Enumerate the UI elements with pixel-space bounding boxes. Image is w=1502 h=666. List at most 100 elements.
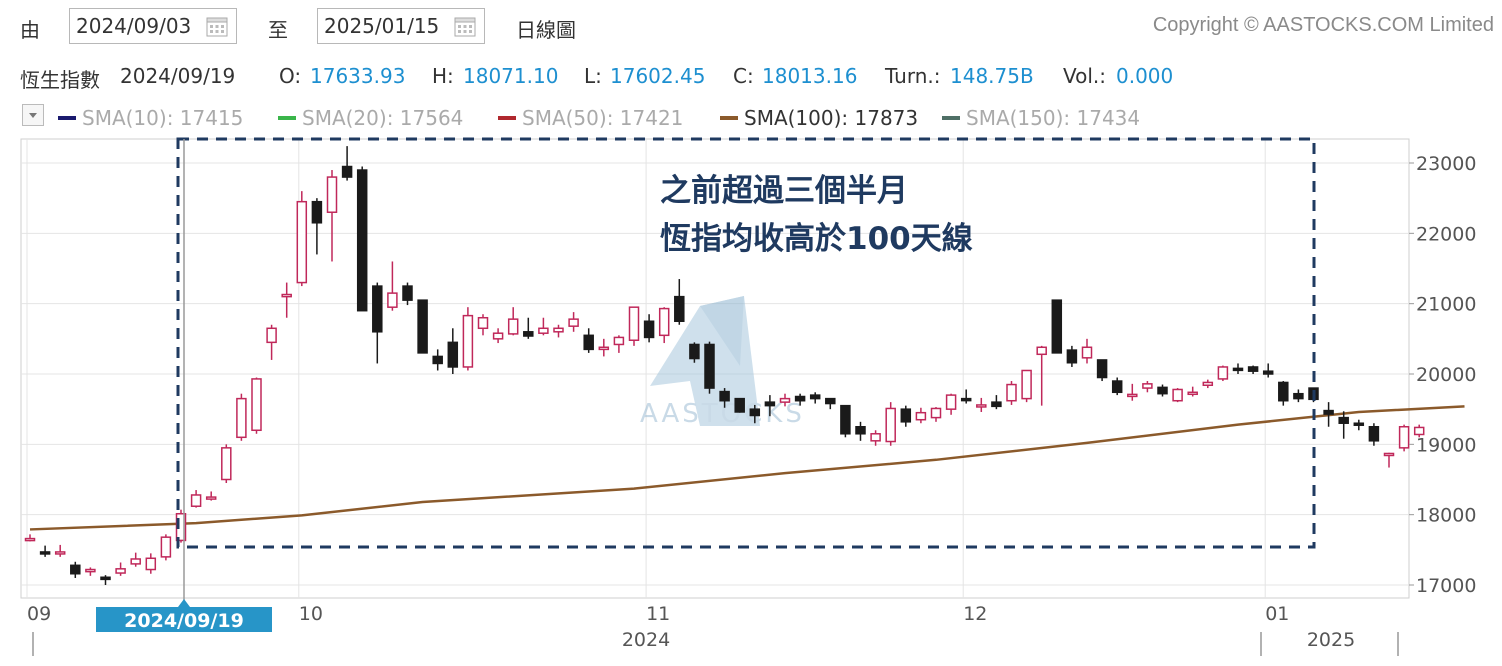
candle-body-up xyxy=(915,411,927,421)
candle-body-up xyxy=(1217,366,1229,380)
candle xyxy=(628,306,640,346)
calendar-icon[interactable] xyxy=(206,15,228,37)
candle-body-up xyxy=(870,433,881,442)
candle-body-up xyxy=(779,397,791,403)
candle-body-up xyxy=(930,407,942,419)
candle-body-up xyxy=(266,327,277,344)
volume-label: Vol.: xyxy=(1063,64,1107,88)
legend-label: SMA(50): 17421 xyxy=(522,106,684,130)
candle xyxy=(885,402,896,446)
candle xyxy=(24,534,36,542)
candle xyxy=(130,552,141,567)
legend-sma10[interactable]: SMA(10): 17415 xyxy=(58,106,243,130)
y-axis: 17000 18000 19000 20000 21000 22000 23000 xyxy=(1409,153,1476,597)
candle-body-down xyxy=(809,394,821,400)
candle xyxy=(1323,402,1334,427)
candle xyxy=(417,299,428,354)
candle-body-down xyxy=(674,295,685,322)
from-date-input[interactable]: 2024/09/03 xyxy=(69,8,237,44)
candle xyxy=(809,392,821,404)
candle-body-up xyxy=(251,378,262,432)
y-tick-label: 20000 xyxy=(1416,364,1476,386)
candle-body-up xyxy=(1036,346,1047,356)
candle-body-down xyxy=(734,397,745,413)
annotation-line2: 恆指均收高於100天線 xyxy=(660,221,973,257)
candle-body-down xyxy=(643,320,655,339)
candle-body-up xyxy=(1127,393,1138,398)
candle xyxy=(1172,388,1183,403)
x-month-label: 01 xyxy=(1265,603,1289,625)
legend-sma100[interactable]: SMA(100): 17873 xyxy=(720,106,918,130)
candle xyxy=(840,404,851,438)
candle-body-up xyxy=(1021,369,1032,400)
candle xyxy=(930,407,942,422)
candle xyxy=(54,544,66,557)
candle-body-up xyxy=(1006,383,1017,402)
legend-label: SMA(20): 17564 xyxy=(302,106,464,130)
candle-body-up xyxy=(1142,383,1153,389)
candle xyxy=(447,328,459,374)
candle xyxy=(236,393,247,441)
candle xyxy=(598,338,610,357)
x-year-label: 2024 xyxy=(622,629,670,651)
y-tick-label: 22000 xyxy=(1416,223,1476,245)
candle xyxy=(538,317,549,336)
indicator-legend: SMA(10): 17415 SMA(20): 17564 SMA(50): 1… xyxy=(0,100,1502,136)
y-tick-label: 21000 xyxy=(1416,294,1476,316)
x-year-label: 2025 xyxy=(1307,629,1355,651)
candle-body-down xyxy=(764,401,776,407)
candle xyxy=(1066,345,1078,367)
indicator-dropdown[interactable] xyxy=(22,104,44,126)
candle-body-down xyxy=(39,551,51,555)
candle xyxy=(85,567,96,576)
volume-value: 0.000 xyxy=(1116,64,1174,88)
candle-body-up xyxy=(205,496,217,500)
candle xyxy=(115,562,126,576)
annotation-line1: 之前超過三個半月 xyxy=(660,173,908,209)
candle-body-down xyxy=(689,343,700,360)
legend-sma20[interactable]: SMA(20): 17564 xyxy=(278,106,463,130)
x-month-label: 09 xyxy=(27,603,51,625)
candle xyxy=(870,430,881,446)
legend-label: SMA(10): 17415 xyxy=(82,106,244,130)
calendar-icon[interactable] xyxy=(454,15,476,37)
candle xyxy=(583,328,594,353)
candle-body-up xyxy=(885,407,896,443)
candle-body-up xyxy=(387,292,398,308)
candle-body-down xyxy=(402,285,413,301)
candle xyxy=(553,324,564,338)
price-chart[interactable]: AASTOCKS 之前超過三個半月 恆指均收高於100天線 17000 18000… xyxy=(0,136,1502,666)
candle xyxy=(658,307,670,344)
legend-sma50[interactable]: SMA(50): 17421 xyxy=(498,106,683,130)
candle xyxy=(492,328,504,344)
period-selector[interactable]: 日線圖 xyxy=(516,18,576,42)
candle xyxy=(568,312,579,332)
candle-body-up xyxy=(1202,381,1214,387)
candle xyxy=(719,388,730,408)
legend-sma150[interactable]: SMA(150): 17434 xyxy=(942,106,1140,130)
crosshair-date-badge: 2024/09/19 xyxy=(96,599,272,632)
sma100-series xyxy=(29,405,1465,531)
candle xyxy=(1081,338,1093,364)
candle xyxy=(1006,381,1017,405)
candle-body-up xyxy=(1413,426,1425,436)
candle-body-up xyxy=(568,318,579,327)
candle-body-up xyxy=(85,568,96,573)
from-date-value: 2024/09/03 xyxy=(76,14,192,38)
candle xyxy=(402,282,413,306)
candle xyxy=(613,335,625,353)
to-date-value: 2025/01/15 xyxy=(324,14,440,38)
candle-body-down xyxy=(1353,422,1365,426)
candle xyxy=(341,146,353,181)
candle-body-up xyxy=(24,537,36,542)
y-tick-label: 18000 xyxy=(1416,505,1476,527)
candle-body-up xyxy=(1172,388,1183,402)
candle xyxy=(1021,369,1032,403)
to-date-input[interactable]: 2025/01/15 xyxy=(317,8,485,44)
candle xyxy=(976,397,987,412)
candle xyxy=(1262,363,1274,378)
annotation-box xyxy=(176,137,1316,549)
turnover-value: 148.75B xyxy=(950,64,1034,88)
candle-body-down xyxy=(1262,370,1274,375)
candle-body-up xyxy=(976,404,987,408)
